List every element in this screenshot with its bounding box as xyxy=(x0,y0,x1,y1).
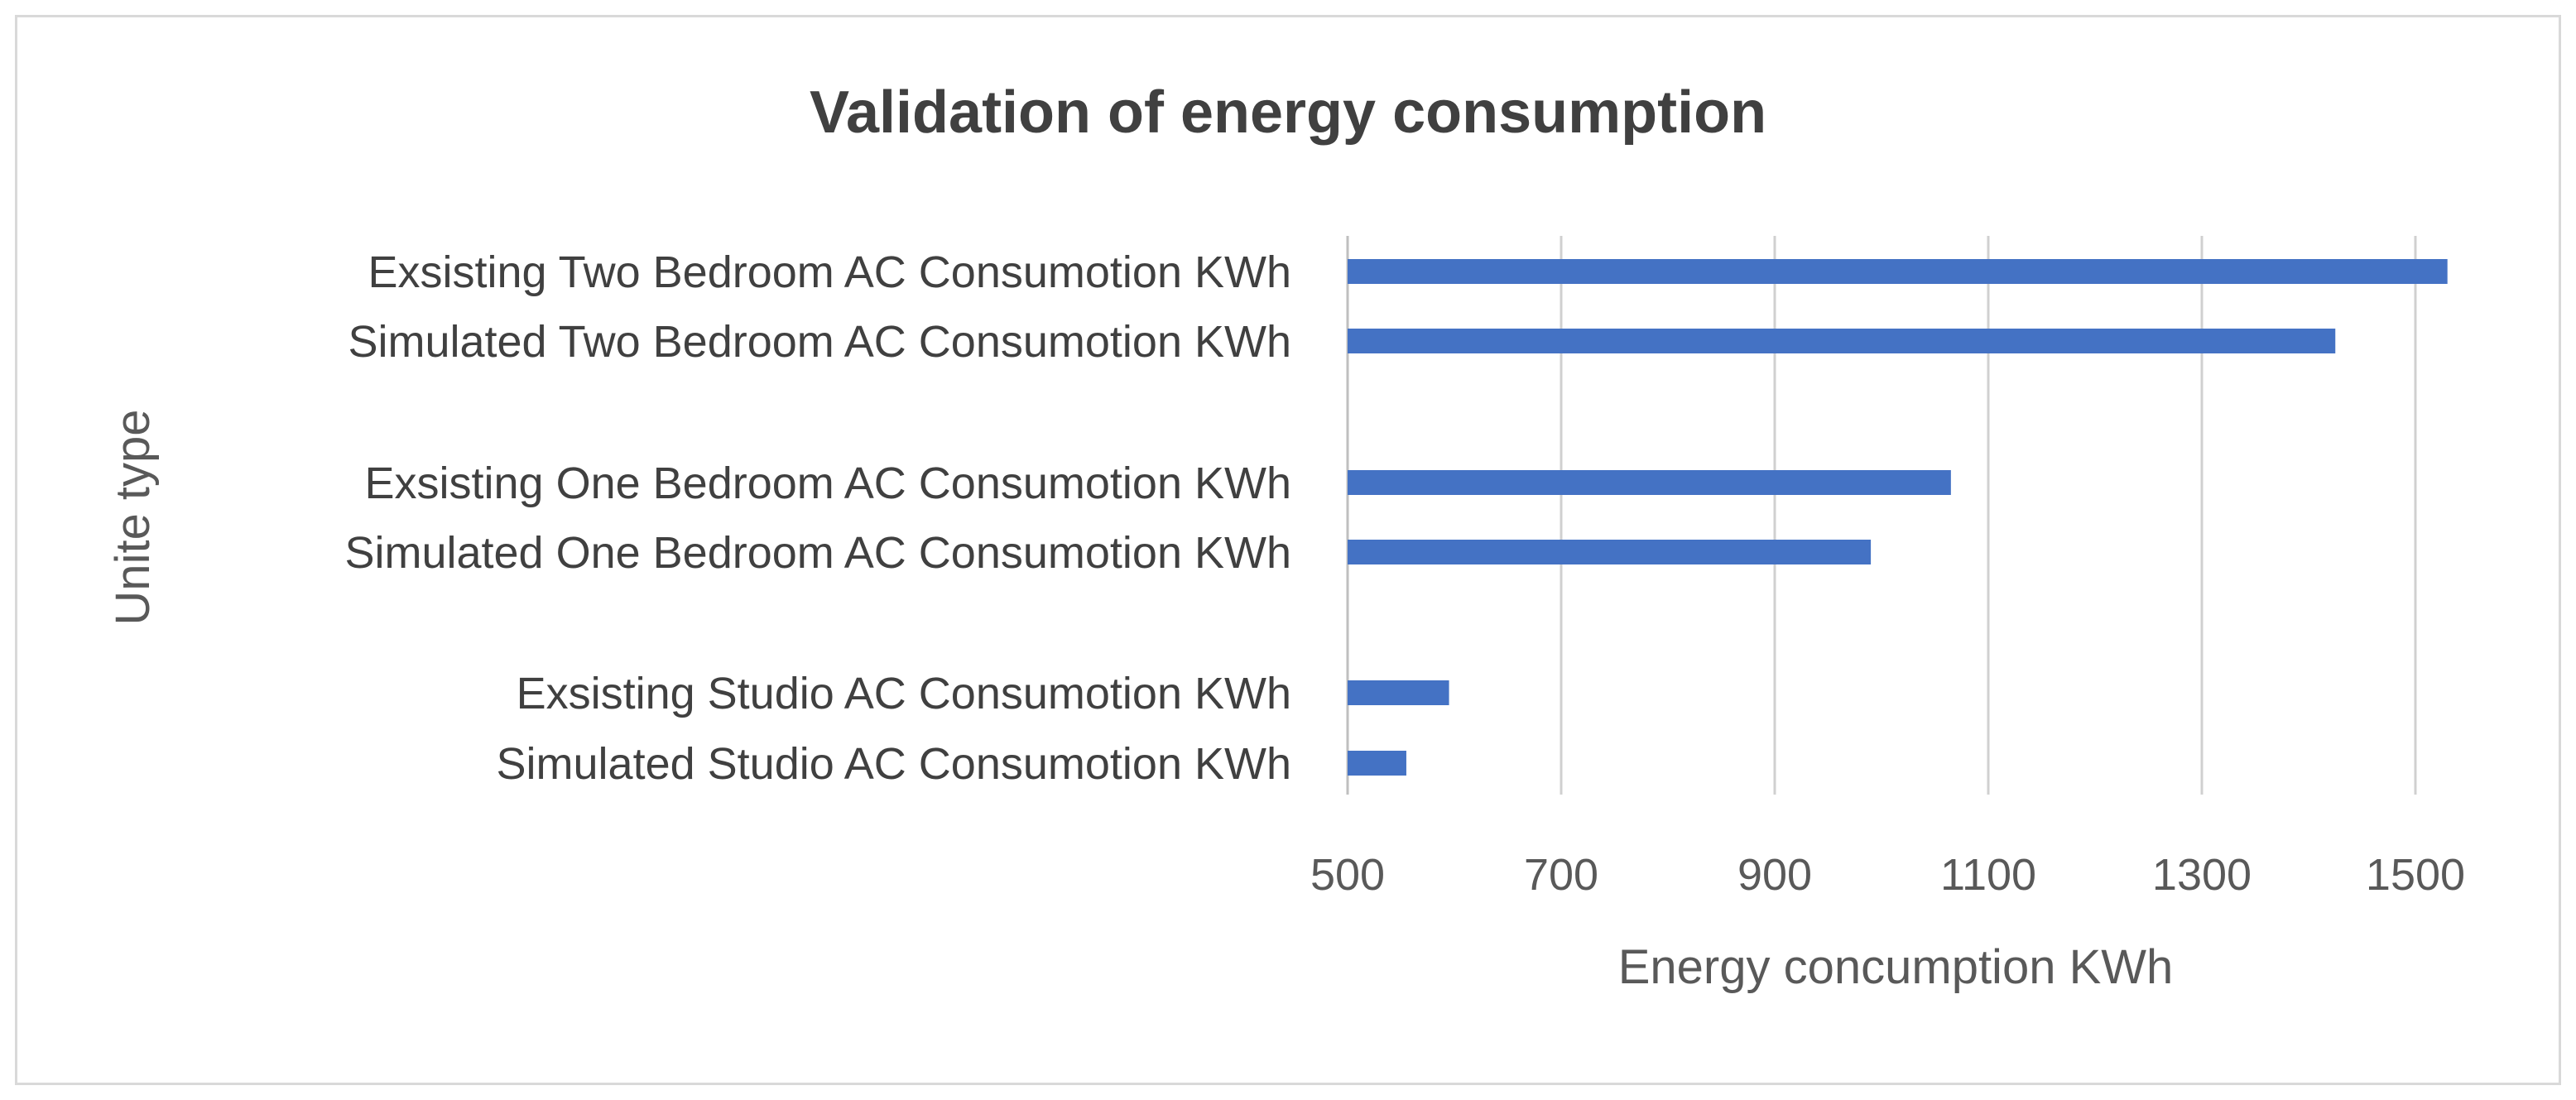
category-label: Simulated Studio AC Consumotion KWh xyxy=(497,739,1291,789)
category-labels: Exsisting Two Bedroom AC Consumotion KWh… xyxy=(344,247,1291,789)
x-tick-label: 1300 xyxy=(2152,850,2252,900)
x-tick-label: 700 xyxy=(1524,850,1598,900)
bars xyxy=(1348,259,2448,776)
x-tick-labels: 500 700 900 1100 1300 1500 xyxy=(1310,850,2465,900)
bar xyxy=(1348,540,1872,564)
category-label: Exsisting One Bedroom AC Consumotion KWh xyxy=(365,459,1292,508)
chart-frame xyxy=(15,15,2561,1085)
category-label: Simulated Two Bedroom AC Consumotion KWh xyxy=(348,317,1291,367)
bar xyxy=(1348,259,2448,284)
y-axis-title: Unite type xyxy=(106,409,160,625)
x-tick-label: 1100 xyxy=(1940,850,2036,900)
bar xyxy=(1348,680,1449,705)
gridlines xyxy=(1560,236,2417,795)
bar xyxy=(1348,329,2336,353)
category-label: Simulated One Bedroom AC Consumotion KWh xyxy=(344,528,1291,578)
x-tick-label: 1500 xyxy=(2366,850,2465,900)
x-axis-title: Energy concumption KWh xyxy=(1618,940,2174,994)
category-label: Exsisting Studio AC Consumotion KWh xyxy=(517,669,1291,718)
x-tick-label: 500 xyxy=(1310,850,1385,900)
chart-title: Validation of energy consumption xyxy=(810,79,1766,146)
x-tick-label: 900 xyxy=(1737,850,1812,900)
bar xyxy=(1348,470,1951,495)
bar xyxy=(1348,751,1406,776)
category-label: Exsisting Two Bedroom AC Consumotion KWh xyxy=(368,247,1292,297)
